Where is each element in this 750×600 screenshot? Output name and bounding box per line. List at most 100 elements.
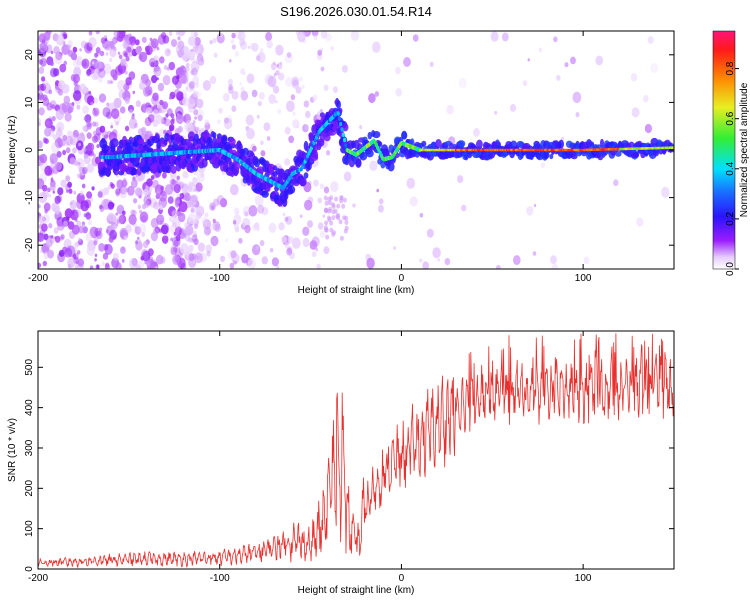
- spectrogram-noise-blob: [52, 102, 57, 107]
- spectrogram-noise-blob: [171, 91, 175, 95]
- spectrogram-noise-blob: [62, 246, 68, 254]
- spectrogram-xtick-label: -200: [28, 273, 48, 284]
- spectrogram-noise-blob: [80, 200, 89, 212]
- spectrogram-noise-blob: [444, 258, 451, 266]
- snr-panel: -200 -100 0 100 0 100 200 300 400 500 Height of s…: [7, 330, 675, 596]
- spectrogram-ridge-blob: [435, 139, 442, 149]
- spectrogram-noise-blob: [210, 235, 219, 247]
- spectrogram-ridge-blob: [128, 136, 134, 143]
- spectrogram-ridge-blob: [342, 123, 349, 132]
- snr-series-line: [38, 333, 674, 569]
- spectrogram-noise-blob: [196, 57, 202, 64]
- spectrogram-noise-blob: [87, 142, 95, 152]
- spectrogram-ridge-blob: [359, 151, 368, 161]
- spectrogram-noise-blob: [99, 50, 105, 57]
- spectrogram-noise-blob: [509, 103, 517, 112]
- spectrogram-noise-blob: [49, 237, 55, 244]
- spectrogram-noise-blob: [81, 183, 86, 189]
- snr-line-group: [38, 333, 674, 569]
- spectrogram-noise-blob: [90, 151, 94, 156]
- spectrogram-noise-blob: [153, 201, 160, 210]
- spectrogram-noise-blob: [195, 47, 201, 54]
- spectrogram-xtick-label: 100: [575, 273, 592, 284]
- colorbar-tick-label: 0.2: [725, 212, 736, 226]
- spectrogram-noise-blob: [86, 163, 94, 173]
- spectrogram-noise-blob: [368, 93, 376, 104]
- spectrogram-noise-blob: [193, 32, 198, 38]
- spectrogram-noise-blob: [168, 31, 173, 36]
- spectrogram-noise-blob: [214, 223, 222, 233]
- spectrogram-noise-blob: [307, 196, 314, 204]
- spectrogram-noise-blob: [115, 121, 119, 126]
- spectrogram-noise-blob: [80, 131, 85, 137]
- spectrogram-noise-blob: [273, 72, 277, 77]
- spectrogram-noise-blob: [374, 91, 379, 97]
- spectrogram-noise-blob: [90, 101, 93, 106]
- snr-xtick-label: 100: [575, 573, 592, 584]
- spectrogram-noise-blob: [292, 111, 296, 116]
- spectrogram-noise-blob: [111, 108, 120, 119]
- spectrogram-noise-blob: [257, 100, 262, 107]
- spectrogram-noise-blob: [282, 212, 286, 217]
- spectrogram-noise-blob: [102, 107, 111, 118]
- spectrogram-noise-blob: [133, 198, 138, 204]
- spectrogram-noise-blob: [98, 188, 106, 198]
- spectrogram-noise-blob: [251, 89, 258, 98]
- spectrogram-noise-blob: [67, 44, 72, 50]
- spectrogram-noise-blob: [167, 196, 174, 204]
- spectrogram-noise-blob: [93, 153, 96, 157]
- spectrogram-noise-blob: [572, 91, 582, 104]
- spectrogram-noise-blob: [307, 220, 313, 228]
- spectrogram-noise-blob: [38, 107, 45, 116]
- spectrogram-noise-blob: [393, 246, 396, 250]
- spectrogram-noise-blob: [550, 255, 557, 264]
- spectrogram-noise-blob: [270, 62, 277, 71]
- spectrogram-noise-blob: [644, 123, 653, 134]
- spectrogram-noise-blob: [285, 77, 293, 87]
- spectrogram-noise-blob: [113, 31, 120, 38]
- spectrogram-noise-blob: [55, 34, 65, 46]
- spectrogram-noise-blob: [304, 124, 309, 130]
- snr-ytick-label: 400: [24, 399, 35, 416]
- spectrogram-noise-blob: [302, 226, 310, 236]
- spectrogram-noise-blob: [92, 130, 97, 136]
- spectrogram-noise-blob: [437, 258, 441, 262]
- spectrogram-noise-blob: [177, 127, 182, 133]
- spectrogram-noise-blob: [501, 32, 509, 42]
- spectrogram-noise-blob: [43, 202, 51, 212]
- spectrogram-noise-blob: [60, 234, 65, 240]
- spectrogram-noise-blob: [170, 118, 175, 125]
- spectrogram-noise-blob: [130, 209, 135, 216]
- spectrogram-noise-blob: [110, 183, 115, 189]
- spectrogram-noise-blob: [320, 66, 325, 72]
- spectrogram-noise-blob: [89, 226, 99, 238]
- spectrogram-noise-blob: [190, 51, 195, 57]
- spectrogram-noise-blob: [130, 179, 138, 189]
- spectrogram-noise-blob: [73, 73, 80, 84]
- spectrogram-noise-blob: [82, 105, 89, 115]
- spectrogram-noise-blob: [188, 182, 196, 193]
- spectrogram-noise-blob: [164, 235, 168, 240]
- spectrogram-noise-blob: [176, 112, 180, 116]
- spectrogram-noise-blob: [376, 188, 380, 193]
- spectrogram-noise-blob: [252, 145, 257, 152]
- spectrogram-noise-blob: [78, 142, 81, 147]
- spectrogram-ridge-blob: [313, 150, 319, 160]
- spectrogram-noise-blob: [150, 231, 158, 242]
- spectrogram-ridge-blob: [268, 163, 276, 172]
- spectrogram-noise-blob: [339, 235, 344, 241]
- spectrogram-noise-blob: [564, 62, 569, 68]
- spectrogram-noise-blob: [159, 56, 165, 64]
- spectrogram-noise-blob: [139, 79, 143, 83]
- spectrogram-ridge-blob: [365, 149, 374, 158]
- spectrogram-noise-blob: [50, 125, 56, 132]
- spectrogram-noise-blob: [193, 201, 196, 206]
- spectrogram-noise-blob: [50, 61, 54, 67]
- spectrogram-noise-blob: [204, 212, 209, 218]
- spectrogram-noise-blob: [53, 227, 59, 234]
- spectrogram-noise-blob: [54, 206, 61, 215]
- spectrogram-noise-blob: [179, 65, 187, 76]
- spectrogram-noise-blob: [284, 242, 290, 249]
- spectrogram-noise-blob: [76, 158, 85, 170]
- spectrogram-noise-blob: [88, 149, 94, 157]
